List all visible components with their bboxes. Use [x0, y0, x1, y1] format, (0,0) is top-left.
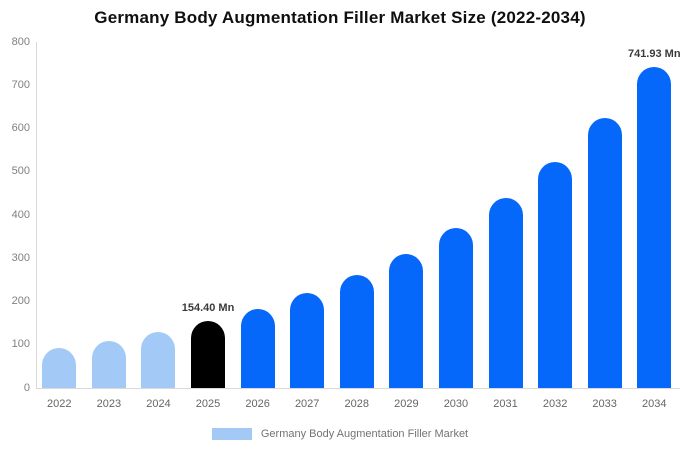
y-axis-tick-label: 100: [11, 338, 30, 351]
legend[interactable]: Germany Body Augmentation Filler Market: [0, 426, 680, 442]
bar-2027[interactable]: [290, 293, 325, 388]
x-axis-tick-label: 2022: [47, 398, 72, 410]
x-axis-tick-label: 2030: [443, 398, 469, 410]
legend-label: Germany Body Augmentation Filler Market: [260, 428, 469, 440]
y-axis-line: [36, 42, 37, 388]
bar-2033[interactable]: [587, 118, 622, 388]
x-axis-tick-label: 2025: [195, 398, 221, 410]
y-axis-tick-label: 600: [11, 122, 30, 134]
bar-value-label-2034: 741.93 Mn: [627, 48, 680, 61]
x-axis-tick-label: 2028: [344, 398, 369, 410]
x-axis-tick-label: 2033: [592, 398, 617, 410]
bar-2026[interactable]: [240, 308, 275, 388]
bar-2032[interactable]: [538, 161, 573, 388]
x-axis-tick-label: 2024: [146, 398, 171, 410]
legend-swatch: [211, 428, 252, 440]
y-axis-tick-label: 300: [11, 251, 30, 264]
y-axis-tick-label: 200: [11, 295, 30, 307]
x-axis-tick-label: 2026: [245, 398, 270, 410]
bar-value-label-2025: 154.40 Mn: [181, 302, 235, 315]
y-axis-tick-label: 400: [11, 208, 30, 221]
x-axis-tick-label: 2029: [394, 398, 419, 410]
x-axis-tick-label: 2034: [642, 398, 667, 410]
bar-2031[interactable]: [488, 197, 523, 388]
bar-2030[interactable]: [438, 228, 473, 388]
y-axis-tick-label: 0: [23, 381, 30, 394]
y-axis-tick-label: 500: [11, 165, 30, 178]
bar-2022[interactable]: [42, 348, 77, 388]
bar-2024[interactable]: [141, 331, 176, 388]
bar-2028[interactable]: [339, 275, 374, 388]
x-axis-tick-label: 2027: [294, 398, 320, 410]
x-axis-line: [36, 388, 680, 389]
x-axis-tick-label: 2023: [96, 398, 122, 410]
bar-2023[interactable]: [91, 340, 126, 388]
bar-2034[interactable]: [637, 67, 672, 388]
bar-2029[interactable]: [389, 253, 424, 388]
y-axis-tick-label: 800: [11, 35, 30, 48]
y-axis-tick-label: 700: [11, 78, 30, 91]
chart-title: Germany Body Augmentation Filler Market …: [94, 8, 586, 27]
bar-2025[interactable]: [191, 321, 226, 388]
x-axis-tick-label: 2031: [493, 398, 518, 410]
x-axis-tick-label: 2032: [542, 398, 568, 410]
